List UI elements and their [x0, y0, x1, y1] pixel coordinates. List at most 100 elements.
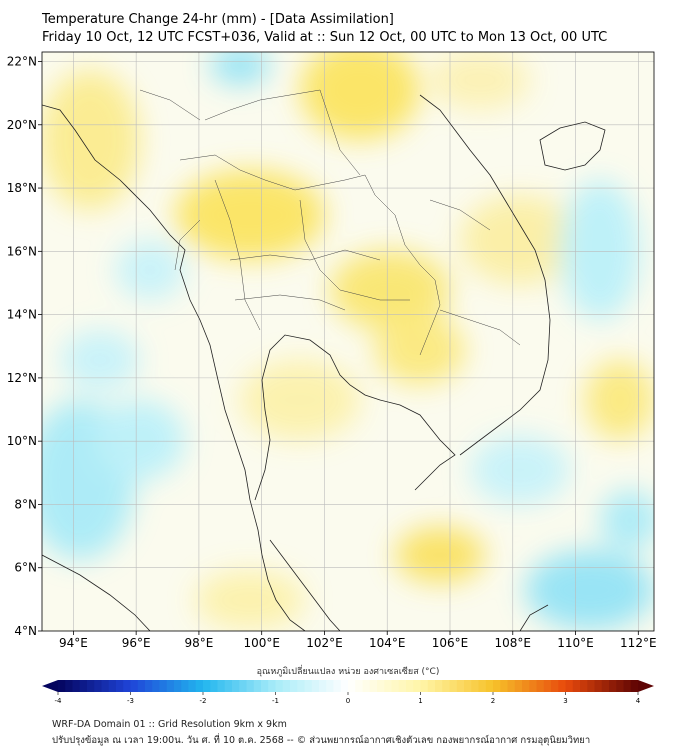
- lon-tick-label: 94°E: [59, 636, 88, 650]
- colorbar-cell: [565, 680, 574, 692]
- colorbar-cell: [72, 680, 81, 692]
- colorbar-cell: [311, 680, 320, 692]
- colorbar-cell: [391, 680, 400, 692]
- colorbar-cell: [326, 680, 334, 692]
- graticule: [42, 52, 654, 631]
- colorbar-cell: [362, 680, 371, 692]
- colorbar-cell: [152, 680, 160, 692]
- lat-tick-label: 22°N: [7, 54, 37, 68]
- colorbar-cell: [406, 680, 414, 692]
- colorbar-cell: [282, 680, 291, 692]
- colorbar-cell: [493, 680, 501, 692]
- colorbar-cell: [551, 680, 559, 692]
- colorbar-cell: [478, 680, 487, 692]
- colorbar-tick-label: 2: [491, 697, 495, 705]
- colorbar-cell: [377, 680, 385, 692]
- colorbar-cell: [319, 680, 327, 692]
- lat-tick-label: 14°N: [7, 308, 37, 322]
- colorbar-cell: [94, 680, 102, 692]
- colorbar-cell: [304, 680, 313, 692]
- colorbar-cell: [181, 680, 189, 692]
- colorbar-cell: [630, 680, 639, 692]
- colorbar-cell: [210, 680, 218, 692]
- colorbar-cell: [188, 680, 197, 692]
- colorbar-cell: [268, 680, 276, 692]
- lon-tick-label: 100°E: [243, 636, 280, 650]
- map-subtitle: Friday 10 Oct, 12 UTC FCST+036, Valid at…: [42, 30, 608, 45]
- colorbar-cell: [195, 680, 204, 692]
- colorbar-cell: [340, 680, 349, 692]
- colorbar-cell: [275, 680, 284, 692]
- colorbar-cell: [239, 680, 247, 692]
- colorbar-cell: [203, 680, 211, 692]
- colorbar-cell: [217, 680, 226, 692]
- colorbar-cell: [253, 680, 262, 692]
- colorbar-cell: [522, 680, 530, 692]
- lon-tick-label: 106°E: [432, 636, 469, 650]
- colorbar-cell: [65, 680, 73, 692]
- lat-tick-label: 16°N: [7, 244, 37, 258]
- colorbar-cell: [246, 680, 255, 692]
- lat-tick-label: 12°N: [7, 371, 37, 385]
- colorbar-cell: [514, 680, 523, 692]
- colorbar-cell: [369, 680, 378, 692]
- colorbar-cell: [413, 680, 421, 692]
- colorbar-tick-label: 3: [563, 697, 567, 705]
- colorbar-cell: [594, 680, 603, 692]
- lon-tick-label: 108°E: [495, 636, 532, 650]
- colorbar-tick-label: -2: [200, 697, 207, 705]
- lat-tick-label: 20°N: [7, 118, 37, 132]
- colorbar-cell: [536, 680, 545, 692]
- colorbar-max-arrow: [638, 680, 654, 692]
- latitude-axis: 4°N 6°N 8°N 10°N 12°N 14°N 16°N 18°N 20°N 22°N: [7, 54, 42, 638]
- lon-tick-label: 102°E: [306, 636, 343, 650]
- colorbar-cell: [601, 680, 610, 692]
- colorbar-cell: [384, 680, 392, 692]
- colorbar-tick-label: -4: [55, 697, 63, 705]
- colorbar-cell: [543, 680, 552, 692]
- colorbar-cell: [159, 680, 168, 692]
- colorbar-cell: [87, 680, 95, 692]
- colorbar-cell: [333, 680, 342, 692]
- longitude-axis: 94°E 96°E 98°E 100°E 102°E 104°E 106°E 108°E 110…: [59, 631, 657, 650]
- colorbar-cell: [485, 680, 494, 692]
- colorbar-tick-label: 1: [418, 697, 422, 705]
- colorbar-min-arrow: [42, 680, 58, 692]
- colorbar-cell: [529, 680, 537, 692]
- lat-tick-label: 8°N: [14, 497, 37, 511]
- colorbar-cell: [108, 680, 117, 692]
- colorbar-cell: [297, 680, 305, 692]
- colorbar-cell: [290, 680, 298, 692]
- colorbar-cell: [456, 680, 465, 692]
- lon-tick-label: 98°E: [184, 636, 213, 650]
- colorbar-tick-label: 0: [346, 697, 350, 705]
- colorbar-cell: [449, 680, 458, 692]
- colorbar-cell: [398, 680, 407, 692]
- colorbar-tick-label: -1: [272, 697, 279, 705]
- colorbar-cell: [224, 680, 233, 692]
- colorbar-cell: [348, 680, 356, 692]
- colorbar-cell: [572, 680, 581, 692]
- colorbar-cell: [580, 680, 588, 692]
- colorbar-cell: [500, 680, 508, 692]
- colorbar-cell: [442, 680, 450, 692]
- colorbar-cell: [623, 680, 632, 692]
- colorbar-cell: [427, 680, 436, 692]
- colorbar-cell: [166, 680, 175, 692]
- lon-tick-label: 104°E: [369, 636, 406, 650]
- colorbar-cell: [464, 680, 472, 692]
- colorbar-cell: [137, 680, 146, 692]
- coastlines: [42, 94, 606, 631]
- colorbar-cell: [435, 680, 443, 692]
- colorbar-cell: [558, 680, 566, 692]
- temperature-field: [42, 52, 654, 631]
- colorbar-cell: [609, 680, 617, 692]
- lon-tick-label: 112°E: [620, 636, 657, 650]
- lat-tick-label: 6°N: [14, 561, 37, 575]
- colorbar-cell: [261, 680, 269, 692]
- province-borders: [139, 89, 521, 356]
- colorbar-cell: [58, 680, 66, 692]
- colorbar-cell: [130, 680, 139, 692]
- colorbar-cell: [616, 680, 624, 692]
